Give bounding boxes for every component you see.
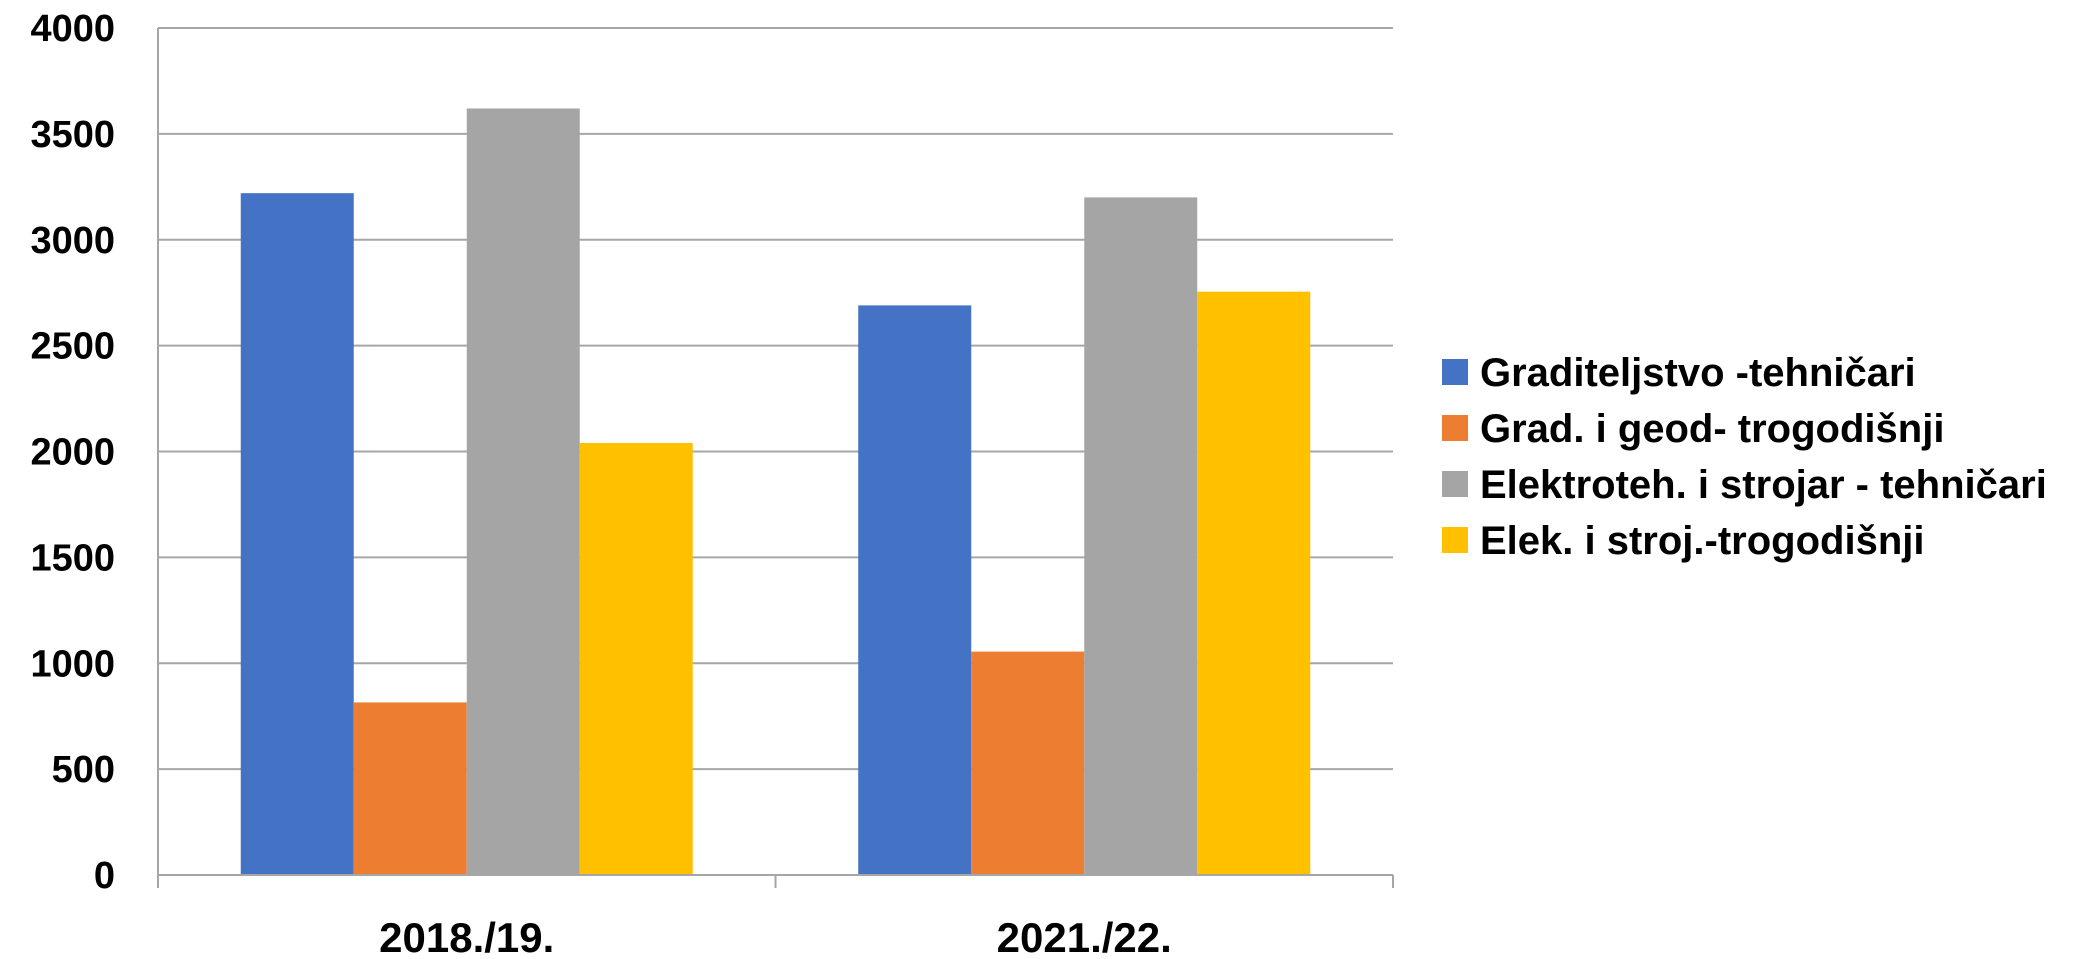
- legend-swatch: [1442, 415, 1468, 441]
- y-tick-label: 4000: [30, 8, 115, 50]
- bars: [240, 108, 1311, 876]
- x-axis-categories: 2018./19. 2021./22.: [379, 914, 1172, 959]
- bar: [858, 305, 972, 876]
- y-tick-label: 1000: [30, 643, 115, 685]
- y-tick-label: 2000: [30, 432, 115, 474]
- axes: [157, 28, 1394, 888]
- legend-swatch: [1442, 359, 1468, 385]
- legend-label: Elektroteh. i strojar - tehničari: [1480, 463, 2047, 507]
- y-tick-label: 500: [52, 749, 115, 791]
- y-tick-label: 2500: [30, 326, 115, 368]
- y-tick-label: 0: [94, 855, 115, 897]
- legend-label: Grad. i geod- trogodišnji: [1480, 407, 1944, 451]
- bar: [466, 108, 580, 876]
- x-category-label: 2021./22.: [997, 914, 1172, 959]
- y-tick-label: 3500: [30, 114, 115, 156]
- bar: [1197, 291, 1311, 875]
- legend-swatch: [1442, 527, 1468, 553]
- bar: [1084, 197, 1198, 875]
- x-category-label: 2018./19.: [379, 914, 554, 959]
- y-tick-label: 3000: [30, 220, 115, 262]
- bar: [971, 651, 1085, 875]
- y-axis-ticks: 0 500 1000 1500 2000 2500 3000 3500 4000: [30, 8, 115, 897]
- bar: [353, 702, 467, 875]
- legend-label: Graditeljstvo -tehničari: [1480, 351, 1916, 395]
- bar: [240, 193, 354, 876]
- y-tick-label: 1500: [30, 537, 115, 579]
- legend-label: Elek. i stroj.-trogodišnji: [1480, 519, 1925, 563]
- legend-swatch: [1442, 471, 1468, 497]
- gridlines: [158, 27, 1393, 771]
- legend: Graditeljstvo -tehničari Grad. i geod- tr…: [1442, 351, 2047, 563]
- bar: [579, 443, 693, 875]
